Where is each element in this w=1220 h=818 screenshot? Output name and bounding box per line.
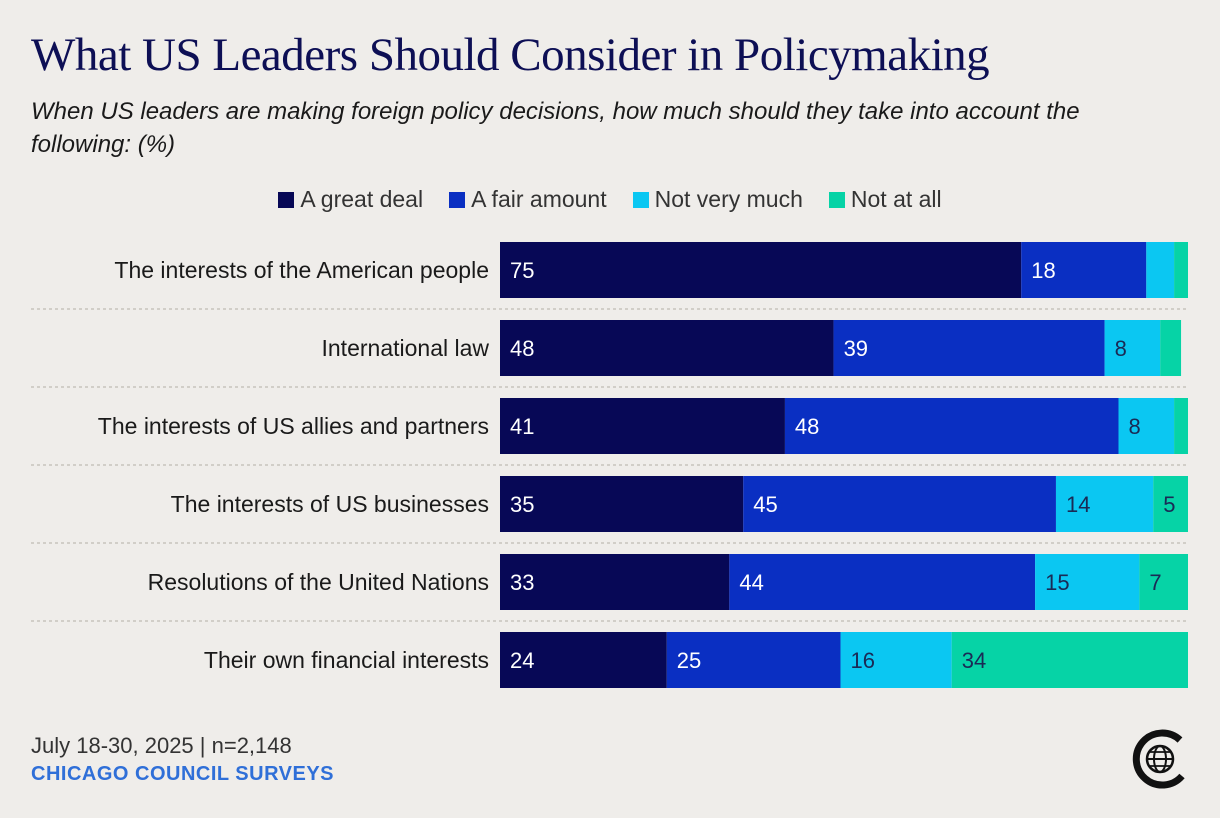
bar-segment-row-4-series-2 bbox=[743, 476, 1056, 532]
data-label-row-4-series-1: 35 bbox=[510, 492, 534, 517]
chart-subtitle: When US leaders are making foreign polic… bbox=[31, 98, 1080, 158]
bar-segment-row-5-series-3 bbox=[1035, 554, 1140, 610]
bar-segment-row-4-series-3 bbox=[1055, 476, 1154, 532]
legend-label-fair-amount: A fair amount bbox=[471, 186, 607, 212]
bar-segment-row-1-series-4 bbox=[1174, 242, 1188, 298]
legend-item-not-at-all: Not at all bbox=[828, 186, 942, 213]
bar-segment-row-5-series-4 bbox=[1139, 554, 1188, 610]
data-label-row-1-series-1: 75 bbox=[510, 258, 534, 283]
data-label-row-5-series-2: 44 bbox=[739, 570, 763, 595]
data-label-row-2-series-3: 8 bbox=[1115, 336, 1127, 361]
bar-segment-row-2-series-4 bbox=[1160, 320, 1182, 376]
globe-logo-icon bbox=[1132, 729, 1185, 789]
data-label-row-3-series-1: 41 bbox=[510, 414, 534, 439]
category-label-row-5: Resolutions of the United Nations bbox=[148, 569, 489, 595]
legend-label-great-deal: A great deal bbox=[300, 186, 424, 212]
bar-segment-row-5-series-1 bbox=[500, 554, 730, 610]
bar-segment-row-6-series-2 bbox=[666, 632, 841, 688]
data-label-row-5-series-3: 15 bbox=[1045, 570, 1069, 595]
bar-segment-row-4-series-4 bbox=[1153, 476, 1188, 532]
legend: A great deal A fair amount Not very much… bbox=[0, 186, 1220, 213]
bar-segment-row-1-series-1 bbox=[500, 242, 1022, 298]
data-label-row-6-series-4: 34 bbox=[962, 648, 986, 673]
legend-label-not-very-much: Not very much bbox=[654, 186, 803, 212]
category-label-row-6: Their own financial interests bbox=[204, 647, 489, 673]
data-label-row-2-series-2: 39 bbox=[844, 336, 868, 361]
survey-date: July 18-30, 2025 | n=2,148 bbox=[31, 733, 292, 758]
bar-segment-row-6-series-4 bbox=[951, 632, 1188, 688]
data-label-row-4-series-3: 14 bbox=[1066, 492, 1090, 517]
data-label-row-2-series-1: 48 bbox=[510, 336, 534, 361]
data-label-row-3-series-3: 8 bbox=[1129, 414, 1141, 439]
bar-segment-row-2-series-3 bbox=[1104, 320, 1161, 376]
bar-segment-row-3-series-4 bbox=[1174, 398, 1188, 454]
bar-segment-row-6-series-1 bbox=[500, 632, 667, 688]
legend-item-not-very-much: Not very much bbox=[632, 186, 803, 213]
chart-title: What US Leaders Should Consider in Polic… bbox=[31, 29, 990, 81]
legend-swatch-great-deal bbox=[278, 191, 295, 208]
bar-segment-row-1-series-3 bbox=[1146, 242, 1175, 298]
bar-segment-row-2-series-2 bbox=[833, 320, 1105, 376]
category-label-row-4: The interests of US businesses bbox=[171, 491, 489, 517]
data-label-row-5-series-1: 33 bbox=[510, 570, 534, 595]
legend-item-fair-amount: A fair amount bbox=[449, 186, 607, 213]
data-label-row-6-series-1: 24 bbox=[510, 648, 534, 673]
data-label-row-3-series-2: 48 bbox=[795, 414, 819, 439]
bar-segment-row-3-series-1 bbox=[500, 398, 785, 454]
bar-segment-row-4-series-1 bbox=[500, 476, 744, 532]
category-label-row-2: International law bbox=[322, 335, 490, 361]
data-label-row-6-series-2: 25 bbox=[677, 648, 701, 673]
bar-segment-row-1-series-2 bbox=[1021, 242, 1147, 298]
legend-swatch-not-at-all bbox=[828, 191, 845, 208]
data-label-row-1-series-2: 18 bbox=[1031, 258, 1055, 283]
legend-label-not-at-all: Not at all bbox=[850, 186, 942, 212]
bar-segment-row-2-series-1 bbox=[500, 320, 834, 376]
bar-segment-row-5-series-2 bbox=[729, 554, 1036, 610]
brand-name: CHICAGO COUNCIL SURVEYS bbox=[31, 763, 335, 785]
category-label-row-3: The interests of US allies and partners bbox=[98, 413, 489, 439]
bar-segment-row-6-series-3 bbox=[840, 632, 952, 688]
legend-item-great-deal: A great deal bbox=[278, 186, 423, 213]
data-label-row-4-series-4: 5 bbox=[1163, 492, 1175, 517]
category-label-row-1: The interests of the American people bbox=[114, 257, 489, 283]
data-label-row-5-series-4: 7 bbox=[1149, 570, 1161, 595]
bar-segment-row-3-series-3 bbox=[1118, 398, 1175, 454]
legend-swatch-not-very-much bbox=[632, 191, 649, 208]
legend-swatch-fair-amount bbox=[449, 191, 466, 208]
bar-segment-row-3-series-2 bbox=[784, 398, 1119, 454]
data-label-row-6-series-3: 16 bbox=[851, 648, 875, 673]
data-label-row-4-series-2: 45 bbox=[753, 492, 777, 517]
